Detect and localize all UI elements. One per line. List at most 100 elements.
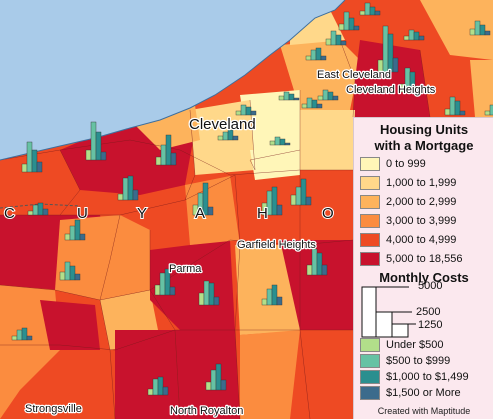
mini-bar bbox=[293, 97, 300, 101]
place-label-parma: Parma bbox=[169, 263, 202, 275]
mini-bar bbox=[117, 193, 124, 201]
mini-bar bbox=[283, 91, 290, 101]
mini-bar bbox=[271, 284, 278, 306]
mini-bar bbox=[59, 271, 66, 281]
mini-bar bbox=[271, 186, 278, 216]
mini-bar bbox=[300, 178, 307, 206]
tract bbox=[175, 330, 240, 419]
mini-bar bbox=[408, 29, 415, 41]
mini-bar bbox=[276, 296, 283, 306]
mini-bar bbox=[269, 140, 276, 146]
legend-swatch bbox=[360, 157, 380, 171]
tract bbox=[300, 110, 355, 170]
mini-bar bbox=[409, 71, 416, 93]
legend-swatch bbox=[360, 214, 380, 228]
legend-bar-label: $1,000 to $1,499 bbox=[386, 371, 469, 383]
mini-bar bbox=[213, 296, 220, 306]
legend-title-line2: with a Mortgage bbox=[374, 138, 474, 153]
mini-bar bbox=[42, 208, 49, 216]
mini-bar bbox=[69, 265, 76, 281]
scale-bar-5000 bbox=[361, 286, 377, 338]
legend-swatch bbox=[360, 386, 380, 400]
mini-bar bbox=[170, 152, 177, 166]
mini-bar bbox=[208, 282, 215, 306]
place-label-north-royalton: North Royalton bbox=[170, 405, 243, 417]
mini-bar bbox=[95, 131, 102, 161]
mini-bar bbox=[305, 196, 312, 206]
mini-bar bbox=[276, 204, 283, 216]
mini-bar bbox=[74, 219, 81, 241]
mini-bar bbox=[215, 363, 222, 391]
legend-title-line1: Housing Units bbox=[379, 122, 469, 137]
mini-bar bbox=[240, 104, 247, 116]
tract bbox=[0, 350, 115, 419]
mini-bar bbox=[316, 252, 323, 276]
tract bbox=[280, 240, 353, 330]
legend-bar-row: $1,500 or More bbox=[360, 386, 461, 400]
mini-bar bbox=[387, 33, 394, 73]
legend-class-row: 4,000 to 4,999 bbox=[360, 233, 456, 247]
mini-bar bbox=[306, 97, 313, 109]
mini-bar bbox=[343, 11, 350, 31]
mini-bar bbox=[327, 91, 334, 101]
legend-swatch bbox=[360, 354, 380, 368]
mini-bar bbox=[332, 95, 339, 101]
legend-class-label: 4,000 to 4,999 bbox=[386, 234, 457, 246]
mini-bar bbox=[413, 31, 420, 41]
mini-bar bbox=[157, 376, 164, 396]
mini-bar bbox=[127, 175, 134, 201]
legend-class-label: 1,000 to 1,999 bbox=[386, 177, 457, 189]
mini-bar bbox=[207, 206, 214, 216]
mini-bar bbox=[21, 163, 28, 173]
mini-bar bbox=[250, 110, 257, 116]
legend-class-row: 3,000 to 3,999 bbox=[360, 214, 456, 228]
mini-bar bbox=[311, 248, 318, 276]
mini-bar bbox=[162, 386, 169, 396]
mini-bar bbox=[274, 136, 281, 146]
mini-bar bbox=[317, 95, 324, 101]
county-letter: U bbox=[77, 205, 89, 222]
mini-bar bbox=[279, 138, 286, 146]
tract bbox=[40, 300, 100, 350]
mini-bar bbox=[278, 95, 285, 101]
legend-class-row: 0 to 999 bbox=[360, 157, 426, 171]
mini-bar bbox=[403, 35, 410, 41]
legend-credit: Created with Maptitude bbox=[377, 406, 471, 416]
tract bbox=[353, 40, 430, 117]
county-letter: H bbox=[257, 205, 269, 222]
legend-swatch bbox=[360, 176, 380, 190]
tract bbox=[300, 170, 353, 240]
legend-costs-title: Monthly Costs bbox=[379, 270, 469, 285]
county-letter: C bbox=[4, 205, 16, 222]
mini-bar bbox=[479, 24, 486, 36]
mini-bar bbox=[261, 298, 268, 306]
mini-bar bbox=[122, 177, 129, 201]
mini-bar bbox=[322, 89, 329, 101]
legend-bar-row: Under $500 bbox=[360, 338, 444, 352]
scale-label-5000: 5000 bbox=[418, 280, 443, 292]
mini-bar bbox=[418, 35, 425, 41]
mini-bar bbox=[198, 292, 205, 306]
mini-bar bbox=[152, 378, 159, 396]
legend-class-row: 2,000 to 2,999 bbox=[360, 195, 456, 209]
mini-bar bbox=[232, 135, 239, 141]
mini-bar bbox=[217, 135, 224, 141]
place-label-cleveland-heights: Cleveland Heights bbox=[346, 84, 436, 96]
mini-bar bbox=[210, 369, 217, 391]
mini-bar bbox=[64, 233, 71, 241]
mini-bar bbox=[155, 156, 162, 166]
place-label-strongsville: Strongsville bbox=[25, 403, 82, 415]
mini-bar bbox=[227, 129, 234, 141]
mini-bar bbox=[444, 108, 451, 116]
tract bbox=[250, 150, 300, 180]
mini-bar bbox=[69, 225, 76, 241]
place-label-garfield-heights: Garfield Heights bbox=[237, 239, 316, 251]
mini-bar bbox=[469, 28, 476, 36]
tract bbox=[115, 330, 180, 419]
mini-bar bbox=[159, 272, 166, 296]
mini-bar bbox=[27, 210, 34, 216]
legend-bar-label: $1,500 or More bbox=[386, 387, 461, 399]
scale-label-2500: 2500 bbox=[416, 306, 441, 318]
